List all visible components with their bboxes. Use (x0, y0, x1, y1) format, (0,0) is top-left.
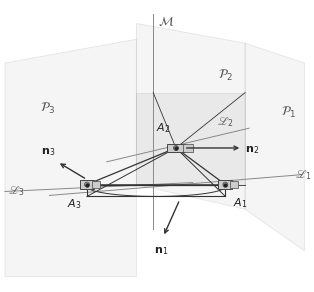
Circle shape (84, 182, 89, 187)
Text: $A_3$: $A_3$ (67, 197, 82, 211)
FancyBboxPatch shape (183, 144, 193, 152)
Text: $\mathbf{n}_3$: $\mathbf{n}_3$ (41, 146, 55, 158)
FancyBboxPatch shape (92, 180, 100, 189)
Polygon shape (5, 39, 136, 277)
Text: $\mathscr{L}_2$: $\mathscr{L}_2$ (217, 115, 234, 129)
Text: $\mathbf{n}_1$: $\mathbf{n}_1$ (154, 245, 168, 257)
Text: $\mathcal{P}_2$: $\mathcal{P}_2$ (218, 68, 233, 84)
Text: $\mathcal{P}_1$: $\mathcal{P}_1$ (281, 105, 296, 120)
Text: $\mathcal{P}_3$: $\mathcal{P}_3$ (40, 101, 55, 116)
Text: $\mathscr{L}_3$: $\mathscr{L}_3$ (8, 185, 25, 198)
Text: $\mathscr{L}_1$: $\mathscr{L}_1$ (295, 168, 311, 182)
Text: $A_1$: $A_1$ (233, 197, 248, 210)
FancyBboxPatch shape (80, 180, 94, 190)
Text: $\mathcal{M}$: $\mathcal{M}$ (158, 15, 174, 28)
Text: $A_2$: $A_2$ (156, 121, 171, 135)
Circle shape (173, 145, 178, 150)
FancyBboxPatch shape (167, 144, 185, 152)
FancyBboxPatch shape (230, 180, 238, 189)
FancyBboxPatch shape (219, 180, 232, 190)
Polygon shape (245, 43, 304, 251)
Polygon shape (136, 23, 245, 209)
Text: $\mathbf{n}_2$: $\mathbf{n}_2$ (245, 144, 259, 156)
Polygon shape (136, 93, 245, 185)
Circle shape (223, 182, 228, 187)
